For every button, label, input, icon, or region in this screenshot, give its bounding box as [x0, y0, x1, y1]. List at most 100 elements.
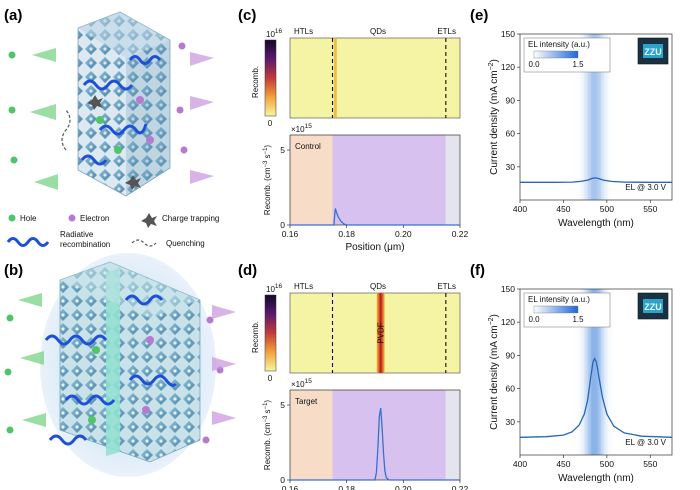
el-intensity-band: [585, 289, 587, 455]
sample-label: Target: [295, 397, 318, 406]
radiative-wave-icon: [80, 154, 108, 166]
x-tick-label: 500: [600, 204, 614, 214]
el-intensity-band: [599, 34, 601, 200]
recombination-hotspot: [333, 38, 337, 118]
y-tick-label: 5: [280, 400, 285, 410]
pvdf-label: PVDF: [377, 322, 386, 343]
y-tick-label: 150: [501, 29, 515, 39]
legend-hole: Hole: [20, 214, 37, 223]
el-intensity-band: [606, 289, 608, 455]
y-tick-label: 30: [506, 417, 516, 427]
legend-quenching: Quenching: [166, 239, 205, 248]
el-intensity-band: [598, 289, 600, 455]
el-intensity-band: [585, 34, 587, 200]
x-tick-label: 450: [556, 459, 570, 469]
recombination-profile-line: [290, 407, 460, 481]
el-intensity-band: [589, 34, 592, 200]
recombination-profile-line: [290, 208, 460, 226]
el-intensity-band: [581, 289, 583, 455]
el-intensity-band: [612, 289, 614, 455]
panel-d-label: (d): [238, 262, 257, 279]
charge-trap-icon: [125, 175, 141, 190]
x-tick-label: 450: [556, 204, 570, 214]
y-axis-label: Current density (mA cm−2): [488, 59, 500, 175]
plot-frame: [519, 33, 673, 201]
colorbar-top-label: 1016: [266, 283, 283, 294]
electrons-incoming-a: [176, 42, 214, 184]
panel-b-label: (b): [4, 262, 23, 279]
y-tick-label: 5: [280, 145, 285, 155]
y-tick-label: 60: [506, 129, 516, 139]
layer-label-htl: HTLs: [294, 282, 313, 291]
y-tick-label: 0: [280, 475, 285, 485]
colorbar: [264, 294, 277, 372]
el-intensity-band: [593, 34, 596, 200]
electron-icon: [146, 136, 154, 144]
holes-incoming-a: [8, 48, 58, 190]
el-intensity-band: [605, 34, 607, 200]
colorbar: [264, 39, 277, 117]
layer-label-qd: QDs: [370, 282, 386, 291]
layer-label-etl: ETLs: [437, 282, 456, 291]
qd-region: [332, 135, 446, 225]
el-legend-max: 1.5: [572, 60, 584, 69]
el-intensity-band: [588, 34, 590, 200]
panel-c: (c) 1016 0 Recomb. HTLs QDs ETLs Control ×1015 0…: [238, 7, 469, 253]
radiative-wave-icon: [98, 123, 148, 136]
x-tick-label: 0.18: [338, 484, 355, 490]
el-intensity-band: [596, 289, 599, 455]
y-tick-label: 120: [501, 62, 515, 72]
colorbar-bottom-label: 0: [268, 119, 273, 128]
el-intensity-band: [588, 289, 590, 455]
electron-icon: [136, 96, 144, 104]
hole-icon: [88, 416, 96, 424]
plot-frame: [519, 288, 673, 456]
y-tick-label: 30: [506, 162, 516, 172]
quenching-path-icon: [131, 239, 157, 247]
x-tick-label: 0.16: [282, 229, 299, 239]
hole-icon: [92, 346, 100, 354]
panel-b: (b): [4, 253, 236, 477]
x-tick-label: 400: [513, 459, 527, 469]
x-tick-label: 0.20: [395, 484, 412, 490]
el-intensity-band: [595, 289, 597, 455]
x-tick-label: 0.16: [282, 484, 299, 490]
legend-electron: Electron: [80, 214, 109, 223]
recombination-hotspot: [376, 293, 385, 373]
y-axis-label: Current density (mA cm−2): [488, 314, 500, 430]
current-density-line: [520, 177, 672, 183]
el-intensity-band: [600, 34, 603, 200]
y-axis-label: Recomb. (cm−3 s−1): [263, 145, 272, 215]
htl-region: [290, 135, 333, 225]
el-intensity-band: [592, 289, 594, 455]
el-intensity-band: [602, 289, 604, 455]
x-tick-label: 0.22: [452, 484, 469, 490]
colorbar-axis-label: Recomb.: [251, 321, 260, 353]
radiative-wave-icon: [128, 374, 178, 387]
layer-label-htl: HTLs: [294, 27, 313, 36]
recombination-map: [289, 37, 461, 119]
qd-region: [332, 390, 446, 480]
el-intensity-band: [605, 289, 607, 455]
x-tick-label: 0.18: [338, 229, 355, 239]
electron-icon: [146, 336, 154, 344]
panel-f-label: (f): [470, 262, 485, 279]
el-intensity-band: [592, 34, 594, 200]
radiative-wave-icon: [82, 79, 134, 91]
hole-icon: [8, 214, 16, 222]
el-intensity-band: [581, 34, 583, 200]
recombination-map: [289, 292, 461, 374]
x-tick-label: 500: [600, 459, 614, 469]
bias-annotation: EL @ 3.0 V: [625, 438, 666, 447]
panel-a-label: (a): [4, 7, 22, 24]
x-tick-label: 0.20: [395, 229, 412, 239]
panel-a: (a): [4, 7, 219, 249]
el-intensity-band: [603, 289, 606, 455]
device-logo: ZZU: [644, 47, 662, 57]
device-glow: [643, 44, 663, 58]
el-intensity-band: [611, 34, 613, 200]
el-legend-title: EL intensity (a.u.): [528, 295, 590, 304]
y-tick-label: 90: [506, 95, 516, 105]
x-tick-label: 400: [513, 204, 527, 214]
el-intensity-band: [595, 34, 597, 200]
